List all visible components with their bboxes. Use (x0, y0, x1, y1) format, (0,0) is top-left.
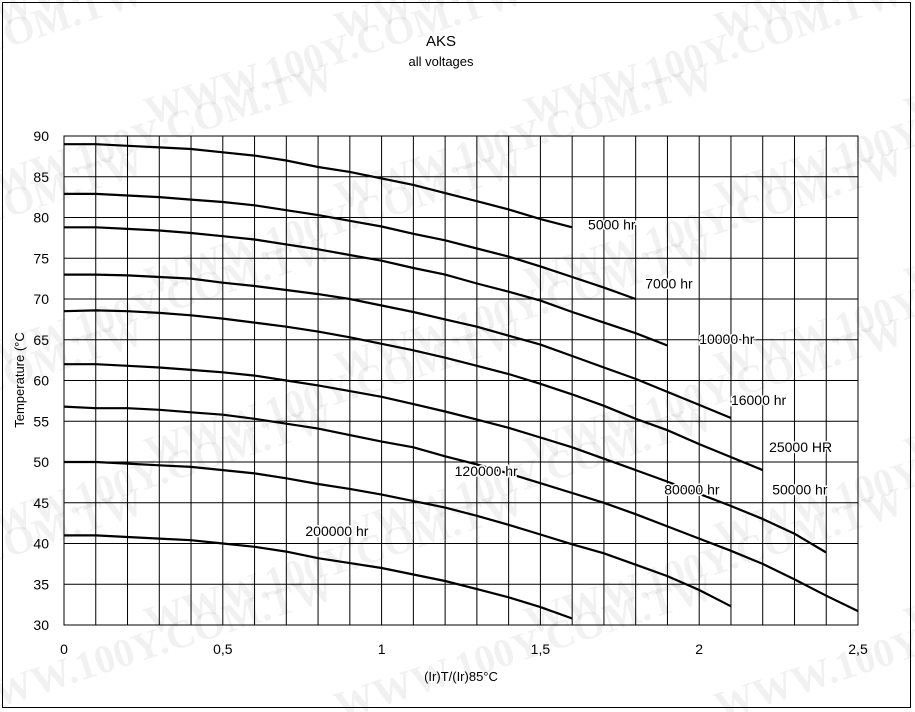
x-axis-label: (Ir)T/(Ir)85°C (424, 669, 498, 684)
series-label: 25000 HR (769, 439, 832, 455)
y-tick-label: 50 (33, 454, 49, 470)
watermark-text: WWW.100Y.COM.TW (0, 563, 339, 712)
series-line (63, 309, 764, 472)
y-tick-labels: 30 35 40 45 50 55 60 65 70 75 80 85 90 (33, 128, 49, 633)
y-tick-label: 75 (33, 250, 49, 266)
series-line (64, 273, 732, 420)
chart-subtitle: all voltages (408, 54, 474, 69)
x-tick-label: 0,5 (213, 641, 233, 657)
y-tick-label: 40 (33, 536, 49, 552)
series-line (64, 534, 573, 620)
series-line (64, 143, 573, 229)
series-label: 5000 hr (588, 217, 636, 233)
y-tick-label: 80 (33, 210, 49, 226)
chart-title: AKS (426, 33, 456, 50)
series-label: 7000 hr (645, 275, 693, 291)
series-label: 16000 hr (731, 392, 787, 408)
series-labels: 5000 hr 7000 hr 10000 hr 16000 hr 25000 HR 50… (304, 215, 834, 540)
y-tick-label: 90 (33, 128, 49, 144)
series-curves (63, 143, 859, 620)
series-label: 10000 hr (699, 331, 755, 347)
series-label: 120000 hr (455, 463, 518, 479)
watermark-text: WWW.100Y.COM.TW (329, 563, 720, 712)
series-label: 200000 hr (305, 523, 368, 539)
series-line (64, 192, 637, 301)
x-tick-label: 2 (695, 641, 703, 657)
y-tick-label: 55 (33, 413, 49, 429)
y-tick-label: 85 (33, 169, 49, 185)
y-axis-label: Temperature (°C (12, 332, 27, 428)
y-tick-label: 70 (33, 291, 49, 307)
series-line (63, 405, 859, 613)
series-label: 80000 hr (664, 482, 720, 498)
x-tick-label: 1 (378, 641, 386, 657)
watermark-text: WWW.100Y.COM.TW (0, 0, 149, 134)
x-tick-label: 0 (60, 641, 68, 657)
x-tick-label: 1,5 (531, 641, 551, 657)
y-tick-label: 45 (33, 495, 49, 511)
y-tick-label: 65 (33, 332, 49, 348)
watermark-text: WWW.100Y.COM.TW (709, 563, 915, 712)
x-tick-labels: 0 0,5 1 1,5 2 2,5 (60, 641, 868, 657)
series-line (64, 226, 668, 347)
y-tick-label: 30 (33, 617, 49, 633)
series-line (64, 460, 732, 608)
series-label: 50000 hr (772, 482, 828, 498)
plot-area-border (63, 135, 859, 626)
y-tick-label: 60 (33, 373, 49, 389)
x-tick-label: 2,5 (848, 641, 868, 657)
series-line (64, 363, 827, 554)
y-tick-label: 35 (33, 576, 49, 592)
